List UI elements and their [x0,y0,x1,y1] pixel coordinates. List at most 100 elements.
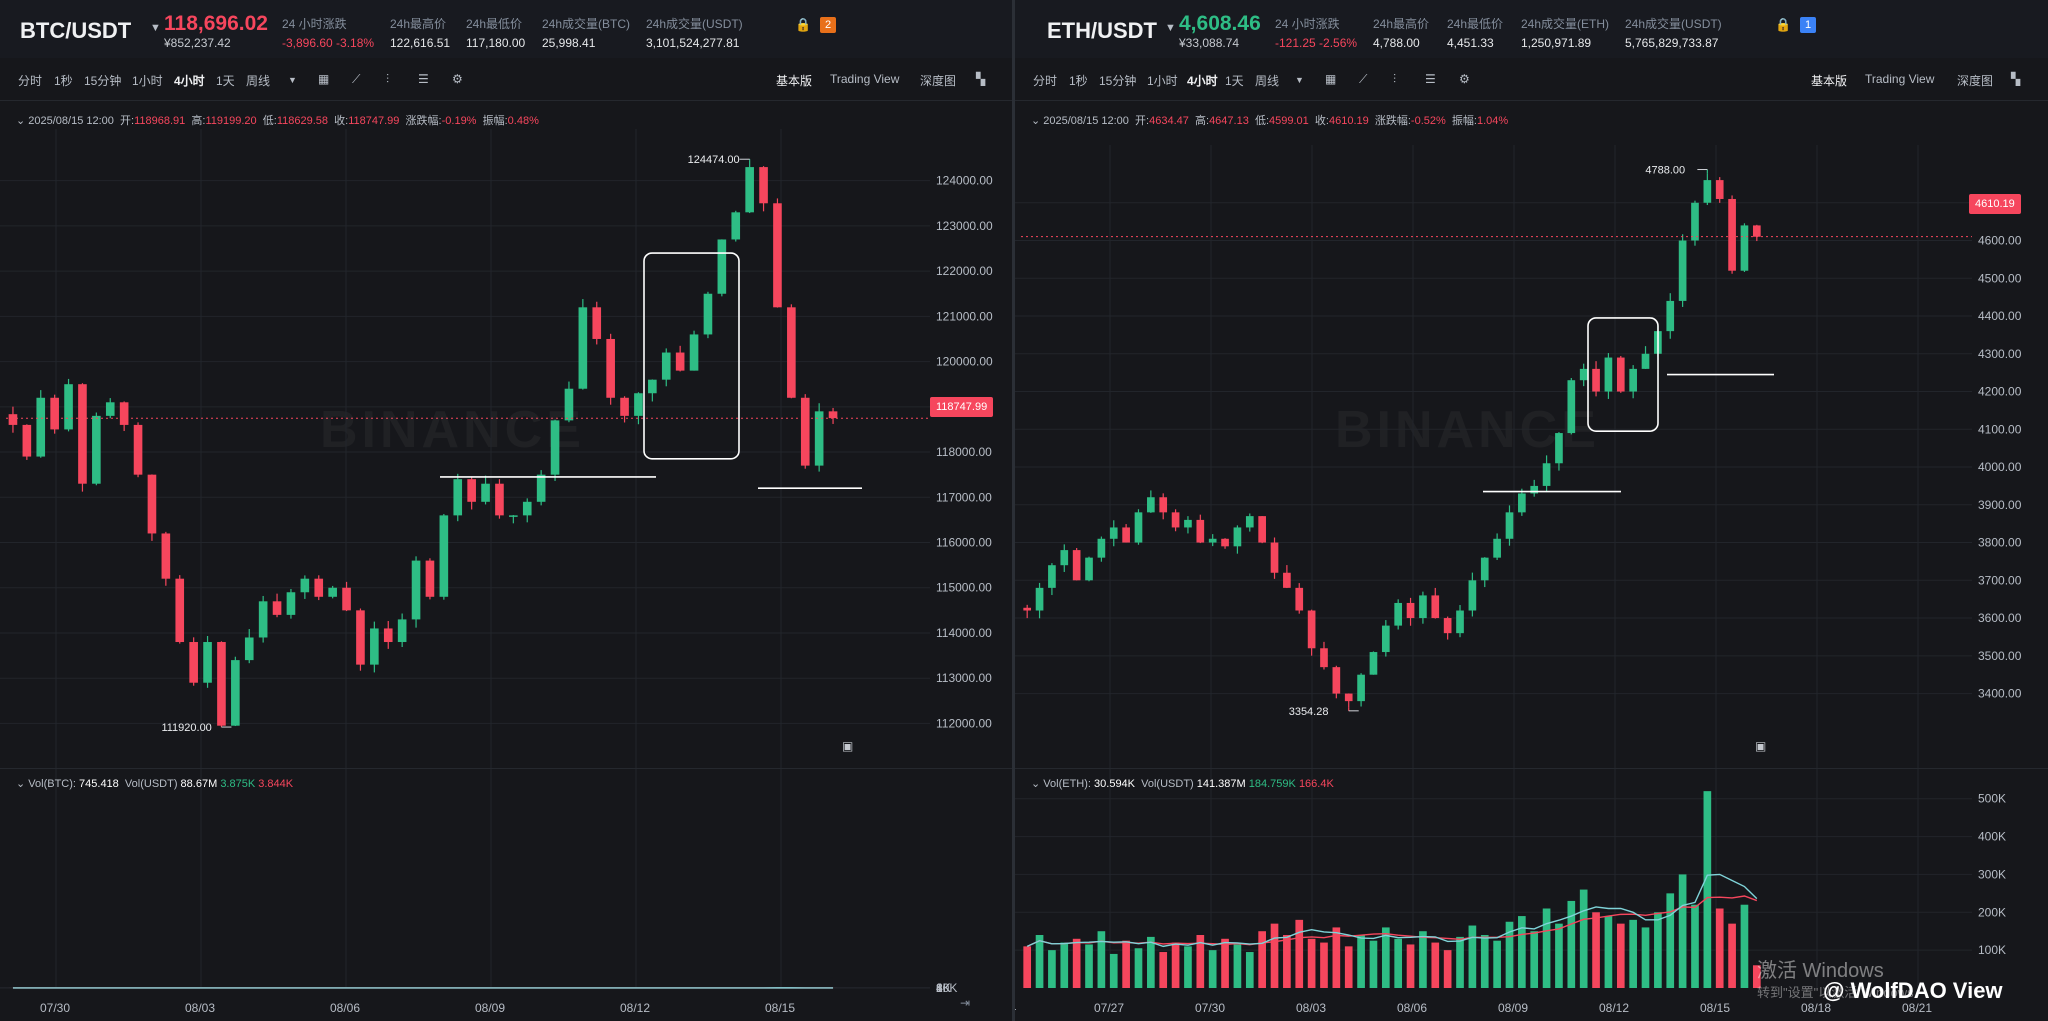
interval-1h[interactable]: 1小时 [132,74,163,88]
candle-body [161,533,171,579]
candle-body [1048,565,1056,588]
gear-icon[interactable]: ⚙ [1459,72,1470,86]
btc-candlestick-chart[interactable]: 124000.00 123000.00 122000.00 121000.00 1200… [0,0,1012,1021]
volume-bar [1060,942,1069,988]
candle-body [425,560,435,597]
btc-ticker-header: BTC/USDT ▼ 118,696.02 ¥852,237.42 24 小时涨… [0,0,1012,58]
settings-sliders-icon[interactable]: ☰ [418,72,429,86]
eth-count-badge[interactable]: 1 [1800,17,1816,33]
pane-divider[interactable] [1012,0,1015,1021]
interval-timeline[interactable]: 分时 [18,74,43,88]
candle-body [1295,587,1304,611]
indicator-icon[interactable]: ⟋ [352,72,361,86]
interval-timeline[interactable]: 分时 [1033,74,1058,88]
interval-week[interactable]: 周线 [246,74,271,88]
candle-body [1184,519,1192,528]
low-label: 低: [1254,115,1270,127]
calendar-icon[interactable]: ▦ [318,72,330,86]
candle-body [717,239,727,294]
candle-type-icon[interactable]: ⫶ [386,72,390,86]
interval-1s[interactable]: 1秒 [54,74,73,88]
view-depth[interactable]: 深度图 [1957,74,1994,88]
collapse-icon[interactable]: ⌄ [1031,115,1041,127]
interval-4h[interactable]: 4小时 [174,74,205,88]
eth-symbol[interactable]: ETH/USDT [1047,18,1157,43]
candle-body [1406,602,1415,619]
volume-bar [1381,927,1390,988]
volume-bar [1419,931,1427,988]
windows-activation-subtitle: 转到"设置"以激活 Windows [1757,985,1914,1000]
candle-body [1332,667,1341,694]
candle-body [481,483,490,502]
eth-high-value: 4,788.00 [1373,36,1420,50]
amplitude-label: 振幅: [482,115,508,127]
chevron-down-icon[interactable]: ▼ [1295,75,1304,85]
interval-4h[interactable]: 4小时 [1187,74,1218,88]
interval-week[interactable]: 周线 [1255,74,1280,88]
calendar-icon[interactable]: ▦ [1325,72,1337,86]
grid-layout-icon[interactable]: ▚ [976,72,986,86]
candle-body [231,660,240,726]
collapse-icon[interactable]: ⌄ [16,778,26,790]
price-axis-tick: 123000.00 [936,219,993,233]
interval-1d[interactable]: 1天 [1225,74,1244,88]
candle-body [411,560,421,620]
view-tradingview[interactable]: Trading View [830,72,900,86]
candle-body [92,415,101,484]
chevron-down-icon[interactable]: ▼ [288,75,297,85]
volume-bar [1357,935,1365,988]
interval-1s[interactable]: 1秒 [1069,74,1088,88]
collapse-icon[interactable]: ⌄ [1031,778,1041,790]
view-basic[interactable]: 基本版 [1811,74,1848,88]
volume-bar [1715,908,1724,988]
volume-bar [1629,919,1637,988]
indicator-icon[interactable]: ⟋ [1359,72,1368,86]
open-label: 开: [1135,115,1150,127]
min-price-label: 111920.00 [161,722,211,734]
candle-body [675,352,685,371]
amplitude-value: 1.04% [1476,115,1509,127]
view-basic[interactable]: 基本版 [776,74,813,88]
candle-body [78,384,87,484]
view-tradingview[interactable]: Trading View [1865,72,1935,86]
settings-sliders-icon[interactable]: ☰ [1425,72,1436,86]
volume-bar [1097,931,1106,988]
chevron-down-icon[interactable]: ▼ [1165,22,1176,34]
candle-body [1072,550,1081,581]
lock-icon[interactable]: 🔒 [1775,17,1792,32]
collapse-icon[interactable]: ⌄ [16,115,26,127]
interval-15m[interactable]: 15分钟 [84,74,122,88]
interval-1h[interactable]: 1小时 [1147,74,1178,88]
screenshot-icon[interactable]: ▣ [1755,739,1767,753]
volume-bar [1740,904,1749,988]
scroll-to-end-icon[interactable]: ⇥ [960,996,971,1010]
candle-body [1419,595,1427,619]
interval-15m[interactable]: 15分钟 [1099,74,1137,88]
grid-layout-icon[interactable]: ▚ [2011,72,2021,86]
high-label: 高: [1195,115,1210,127]
gear-icon[interactable]: ⚙ [452,72,463,86]
candle-type-icon[interactable]: ⫶ [1393,72,1397,86]
price-axis-tick: 112000.00 [936,716,992,730]
vol-ma1: 3.875K [220,778,256,790]
max-price-label: 124474.00 [688,154,740,166]
candle-body [1431,595,1440,619]
volume-bar [1691,904,1699,988]
screenshot-icon[interactable]: ▣ [842,739,854,753]
candle-body [550,420,560,475]
chevron-down-icon[interactable]: ▼ [150,22,161,34]
candle-body [1320,648,1328,668]
eth-candlestick-chart[interactable]: 4700.004600.004500.004400.004300.004200.… [1015,0,2048,1021]
candle-body [1097,538,1106,558]
view-depth[interactable]: 深度图 [920,74,957,88]
candle-body [536,474,546,502]
btc-interval-toolbar: 分时 1秒 15分钟 1小时 4小时 1天 周线 ▼ ▦ ⟋ ⫶ ☰ ⚙ 基本版… [0,64,1012,94]
btc-count-badge[interactable]: 2 [820,17,836,33]
interval-1d[interactable]: 1天 [216,74,235,88]
candle-body [356,610,365,665]
candle-body [175,578,185,643]
btc-symbol[interactable]: BTC/USDT [20,18,132,43]
eth-vol-base-value: 1,250,971.89 [1521,36,1592,50]
lock-icon[interactable]: 🔒 [795,17,812,32]
volume-bar [1592,912,1600,988]
